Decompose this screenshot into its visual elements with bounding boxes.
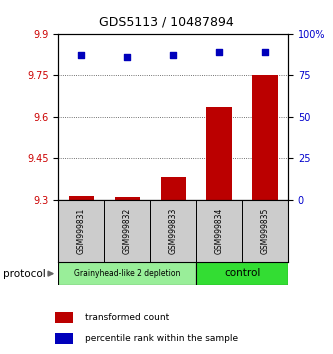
Bar (115, 197, 140, 200)
Bar (58, 262, 196, 285)
Bar (196, 200, 242, 262)
Text: GSM999835: GSM999835 (260, 208, 270, 254)
Text: GSM999832: GSM999832 (123, 208, 132, 254)
Text: protocol: protocol (3, 269, 46, 279)
Bar (196, 262, 288, 285)
Text: GSM999833: GSM999833 (168, 208, 178, 254)
Point (170, 52, 176, 58)
Text: control: control (224, 268, 260, 279)
Bar (161, 177, 186, 200)
Point (262, 49, 268, 55)
Text: GSM999834: GSM999834 (214, 208, 224, 254)
Text: transformed count: transformed count (85, 313, 169, 322)
Bar (58, 200, 104, 262)
Bar (55, 333, 73, 344)
Text: GSM999831: GSM999831 (77, 208, 86, 254)
Bar (69, 196, 94, 200)
Text: Grainyhead-like 2 depletion: Grainyhead-like 2 depletion (74, 269, 180, 278)
Bar (55, 312, 73, 323)
Text: GDS5113 / 10487894: GDS5113 / 10487894 (99, 16, 234, 29)
Bar (206, 107, 232, 200)
Point (79, 52, 84, 58)
Point (216, 49, 222, 55)
Bar (150, 200, 196, 262)
Text: percentile rank within the sample: percentile rank within the sample (85, 334, 238, 343)
Point (125, 54, 130, 60)
Bar (252, 75, 278, 200)
Bar (242, 200, 288, 262)
Bar (104, 200, 150, 262)
